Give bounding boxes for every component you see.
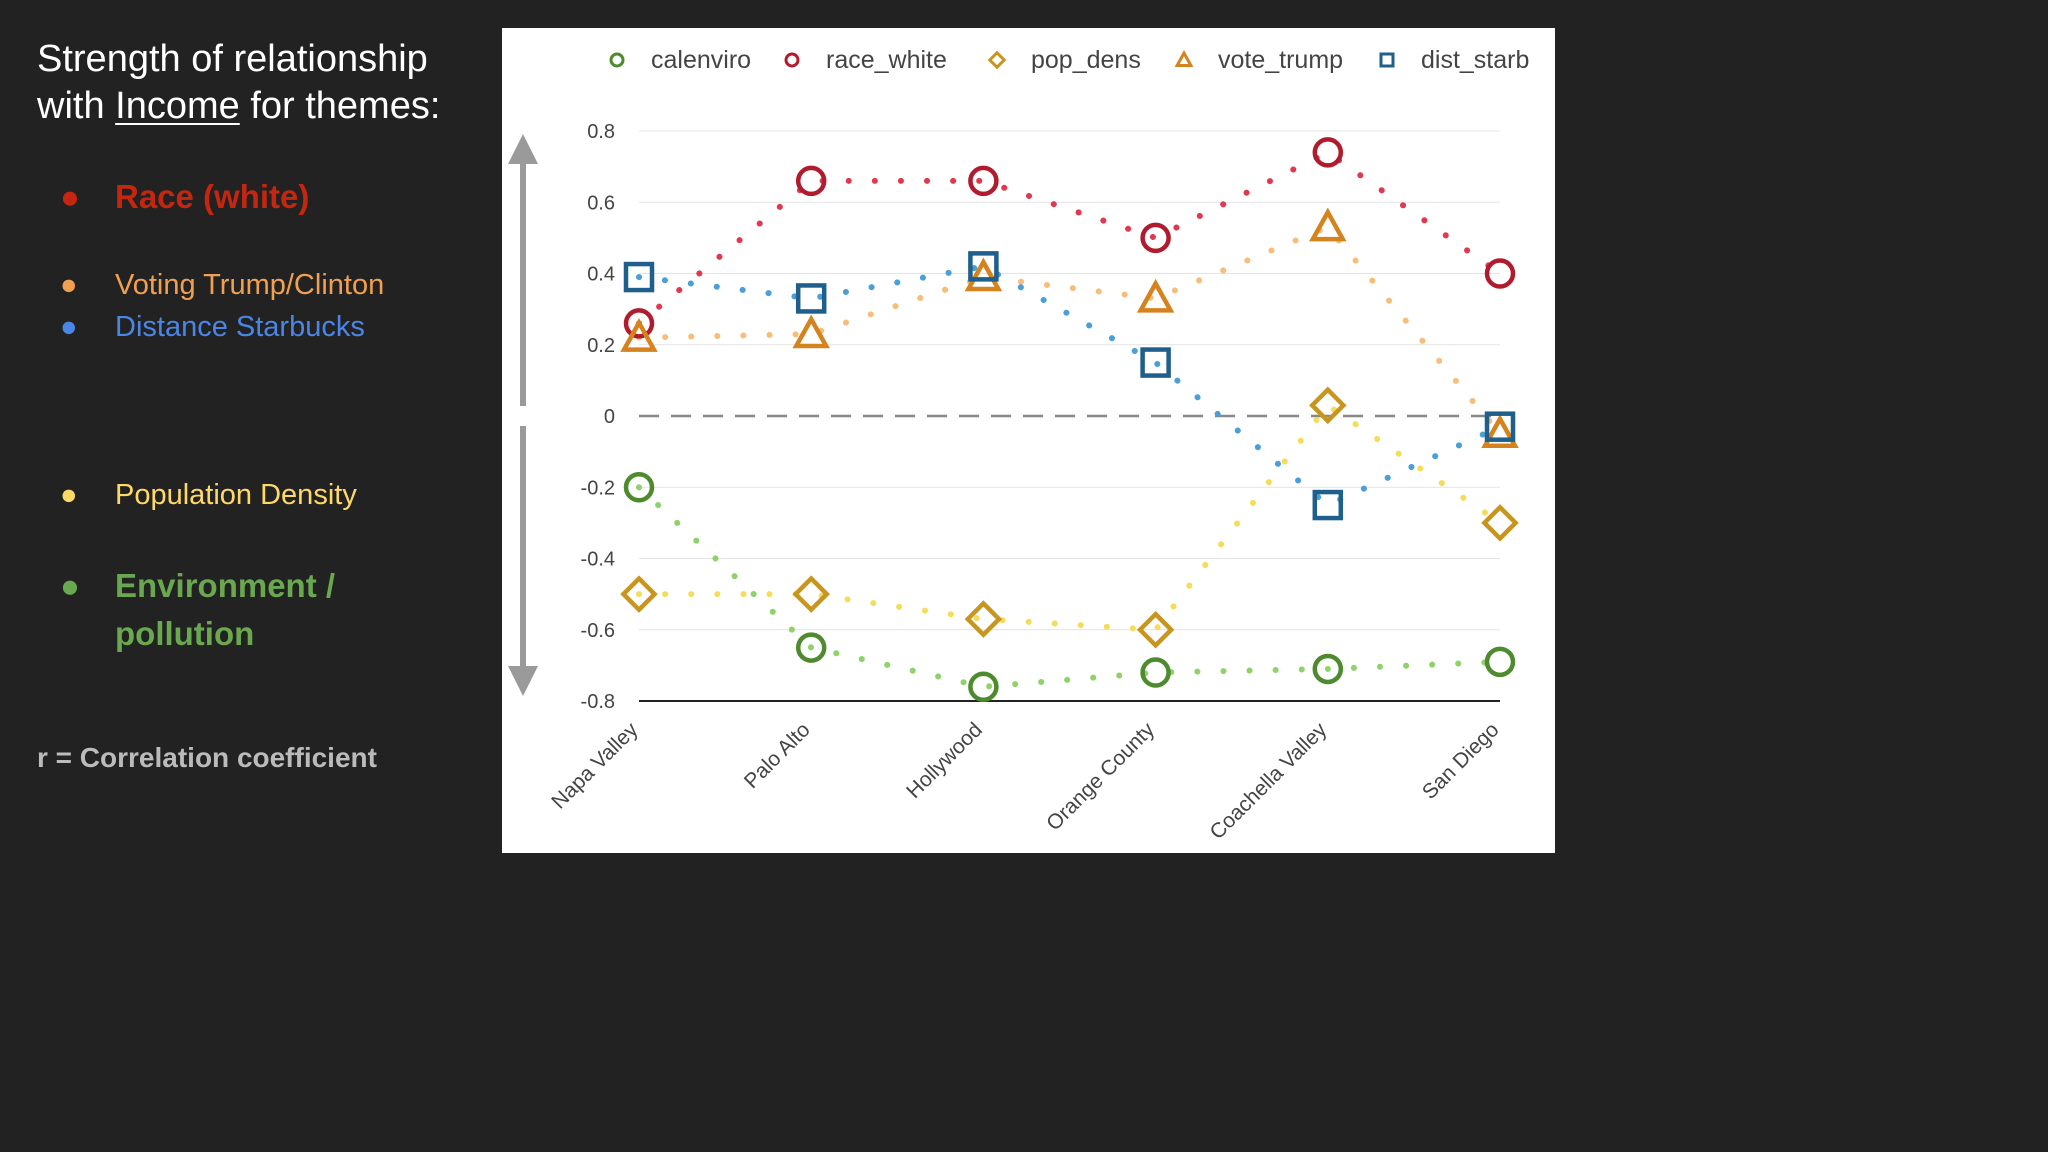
point-calenviro — [1140, 657, 1171, 688]
series-line-pop_dens — [636, 401, 1503, 633]
y-tick-label: 0.2 — [587, 335, 615, 357]
x-tick-label: Coachella Valley — [1206, 718, 1332, 844]
point-race_white — [968, 165, 999, 197]
theme-label-env: Environment / pollution — [115, 567, 336, 652]
theme-label-dist: Distance Starbucks — [115, 311, 365, 343]
y-tick-label: 0.8 — [587, 121, 615, 143]
x-tick-label: San Diego — [1418, 718, 1504, 804]
legend: calenviro race_white pop_dens vote_trump dis… — [609, 46, 1529, 74]
arrow-up-head — [508, 134, 538, 164]
point-pop_dens — [792, 575, 830, 613]
point-dist_starb — [795, 283, 827, 314]
point-dist_starb — [1140, 347, 1171, 378]
legend-label-race_white: race_white — [826, 46, 947, 74]
point-vote_trump — [964, 257, 1003, 292]
x-tick-label: Orange County — [1042, 718, 1159, 835]
range-arrow — [508, 134, 538, 696]
point-calenviro — [968, 671, 999, 702]
left-panel: Strength of relationship with Income for… — [0, 0, 500, 882]
arrow-down-head — [508, 666, 538, 696]
theme-label-race: Race (white) — [115, 178, 310, 215]
series-line-calenviro — [636, 484, 1503, 690]
bullet-icon: ● — [60, 178, 80, 215]
legend-label-pop_dens: pop_dens — [1031, 46, 1141, 74]
x-tick-label: Palo Alto — [740, 718, 815, 793]
point-pop_dens — [620, 575, 658, 613]
point-calenviro — [1312, 653, 1344, 685]
legend-label-vote_trump: vote_trump — [1218, 46, 1343, 74]
point-vote_trump — [792, 314, 830, 349]
x-tick-label: Napa Valley — [547, 718, 643, 814]
x-tick-labels: Napa Valley Palo Alto Hollywood Orange Coun… — [547, 718, 1503, 844]
point-pop_dens — [1309, 386, 1347, 425]
title-suffix: for themes: — [239, 85, 441, 127]
y-tick-label: -0.6 — [581, 620, 615, 642]
y-tick-label: 0 — [604, 406, 615, 428]
point-race_white — [623, 308, 655, 339]
point-calenviro — [1484, 646, 1516, 678]
title-income: Income — [115, 85, 240, 127]
bullet-icon: ● — [60, 311, 78, 343]
point-pop_dens — [964, 600, 1003, 638]
point-calenviro — [795, 632, 827, 663]
point-vote_trump — [1481, 414, 1519, 449]
chart-panel: 0.8 0.6 0.4 0.2 0 -0.2 -0.4 -0.6 -0.8 Napa Valle… — [502, 28, 1555, 853]
point-race_white — [1140, 222, 1171, 254]
point-race_white — [1484, 258, 1516, 289]
legend-label-dist_starb: dist_starb — [1421, 46, 1529, 74]
point-pop_dens — [1136, 610, 1175, 649]
title-prefix: with — [37, 85, 116, 127]
theme-label-vote: Voting Trump/Clinton — [115, 269, 385, 301]
point-pop_dens — [1481, 504, 1519, 542]
series-lines — [636, 148, 1503, 690]
slide-title: Strength of relationship with Income for… — [37, 36, 497, 130]
point-vote_trump — [620, 318, 658, 352]
point-dist_starb — [1484, 411, 1516, 442]
point-vote_trump — [1309, 207, 1347, 242]
legend-marker-race_white — [784, 52, 800, 68]
legend-marker-calenviro — [609, 52, 625, 68]
y-tick-label: -0.8 — [581, 691, 615, 713]
legend-marker-vote_trump — [1174, 50, 1194, 68]
series-line-dist_starb — [636, 263, 1503, 509]
title-line-2: with Income for themes: — [37, 83, 497, 130]
point-dist_starb — [1312, 489, 1344, 521]
point-vote_trump — [1136, 278, 1175, 313]
y-tick-label: -0.2 — [581, 477, 615, 499]
bullet-icon: ● — [60, 567, 80, 604]
point-race_white — [1312, 137, 1344, 168]
y-tick-label: 0.4 — [587, 264, 615, 286]
series-line-vote_trump — [636, 223, 1503, 437]
legend-marker-pop_dens — [987, 50, 1007, 70]
series-line-race_white — [636, 148, 1503, 327]
legend-marker-dist_starb — [1379, 52, 1395, 68]
correlation-chart: 0.8 0.6 0.4 0.2 0 -0.2 -0.4 -0.6 -0.8 Napa Valle… — [508, 46, 1529, 844]
point-dist_starb — [968, 251, 999, 282]
series-markers — [620, 137, 1519, 702]
theme-label-pop: Population Density — [115, 479, 357, 511]
point-race_white — [795, 165, 827, 197]
point-dist_starb — [623, 261, 655, 293]
y-tick-label: 0.6 — [587, 192, 615, 214]
footnote: r = Correlation coefficient — [37, 742, 377, 773]
legend-label-calenviro: calenviro — [651, 46, 751, 74]
title-line-1: Strength of relationship — [37, 38, 428, 80]
point-calenviro — [623, 472, 655, 503]
bullet-icon: ● — [60, 479, 78, 511]
y-tick-labels: 0.8 0.6 0.4 0.2 0 -0.2 -0.4 -0.6 -0.8 — [581, 121, 615, 713]
y-tick-label: -0.4 — [581, 549, 615, 571]
grid — [639, 130, 1500, 702]
bullet-icon: ● — [60, 269, 78, 301]
x-tick-label: Hollywood — [902, 718, 987, 803]
